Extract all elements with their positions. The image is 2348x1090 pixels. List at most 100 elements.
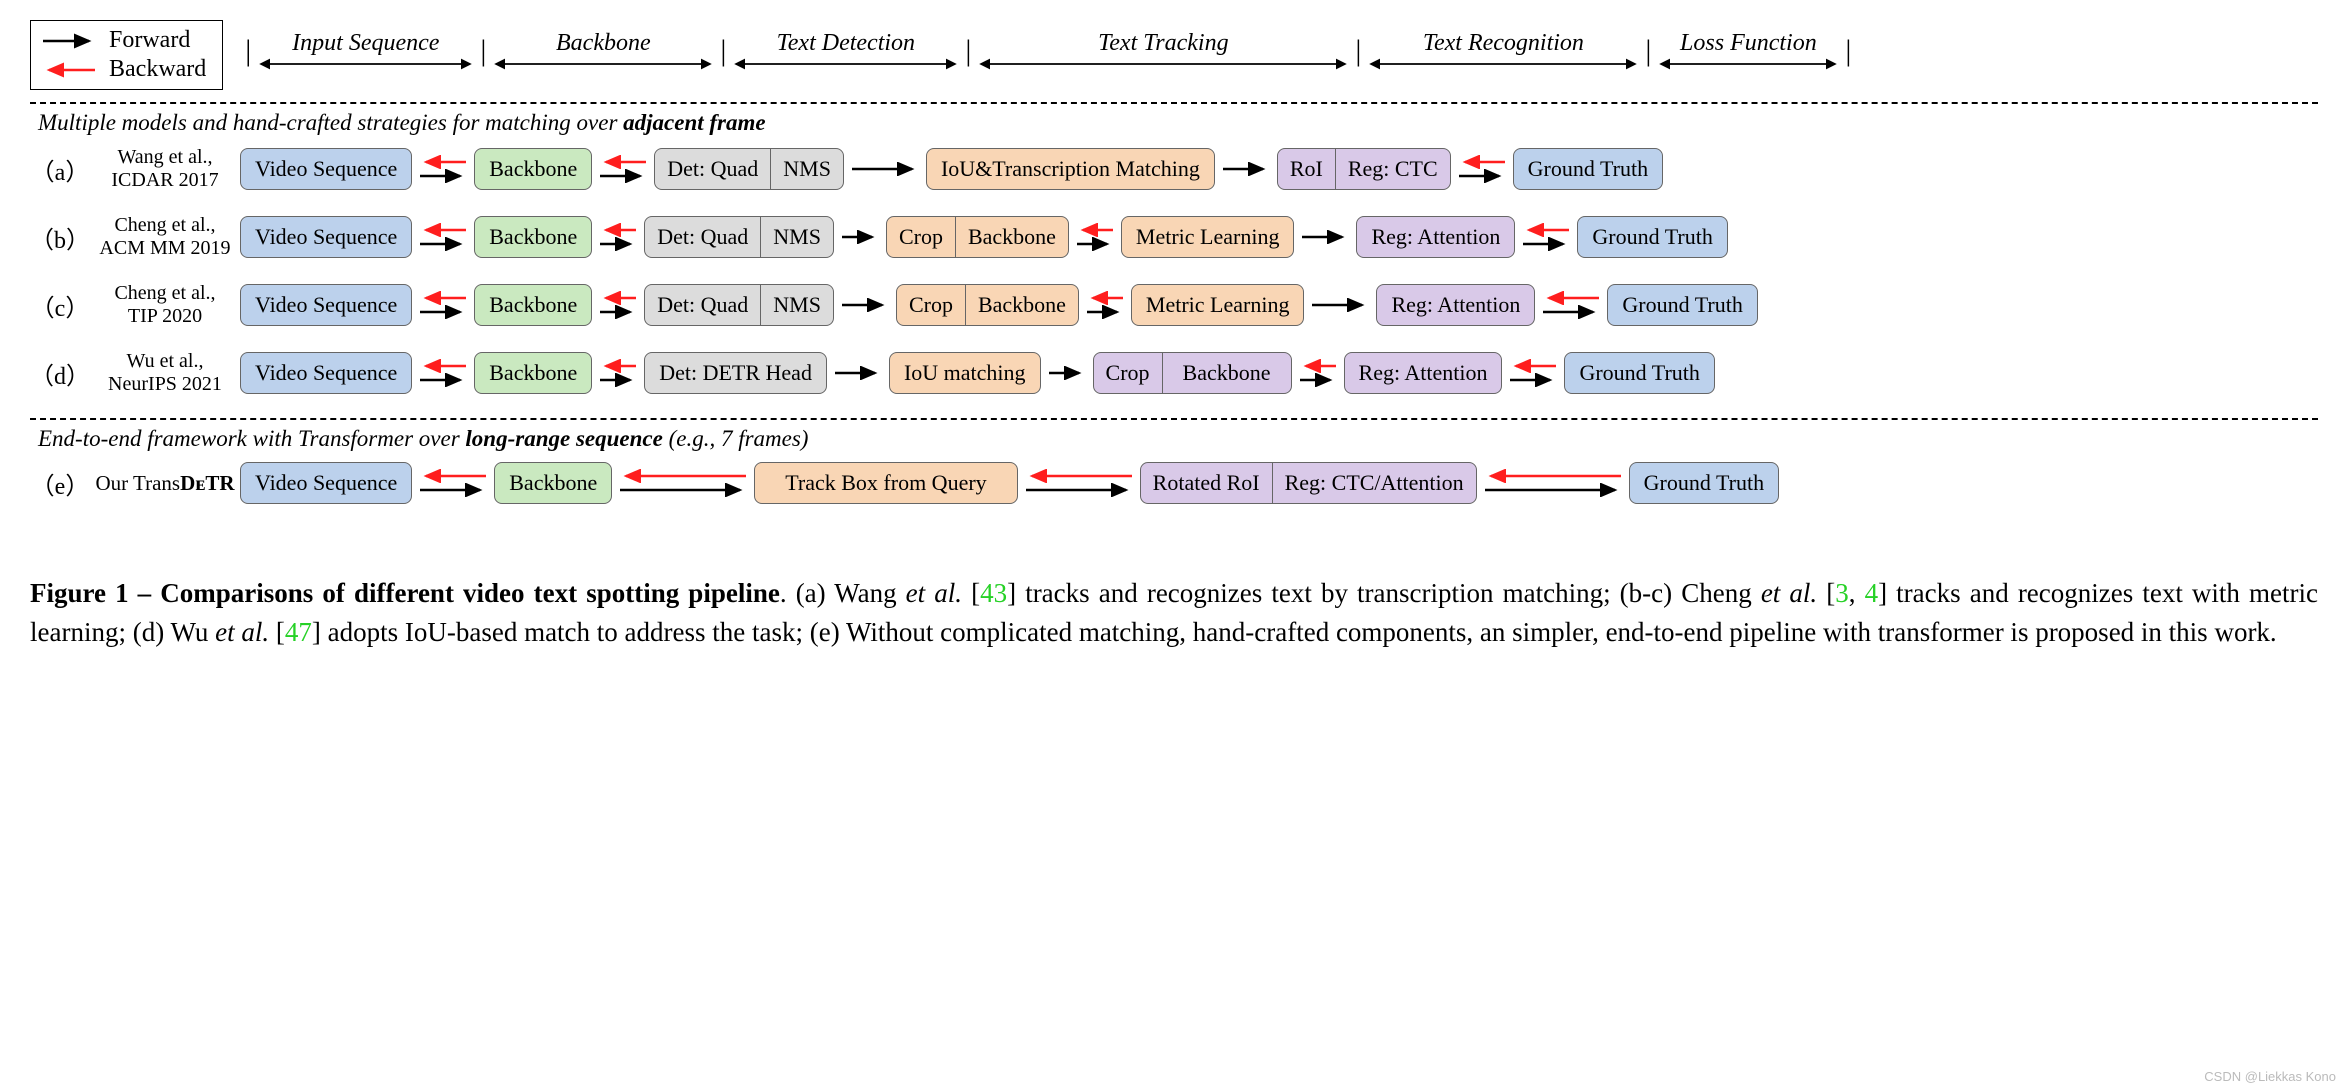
- box-det-detr: Det: DETR Head: [644, 352, 827, 394]
- pipeline-row-e: （e） Our TransDᴇTR Video Sequence Backbon…: [30, 462, 2318, 504]
- row-id-e: （e）: [30, 466, 90, 501]
- box-det-quad-nms: Det: Quad NMS: [644, 284, 834, 326]
- arrows: [412, 291, 474, 319]
- section2-pre: End-to-end framework with Transformer ov…: [38, 426, 465, 451]
- row-id-d: （d）: [30, 356, 90, 391]
- arrows: [1041, 366, 1093, 380]
- seg-bb3: Backbone: [1163, 353, 1291, 393]
- cap-b3: ] tracks and recognizes text by transcri…: [1007, 578, 1761, 608]
- arrows: [834, 230, 886, 244]
- box-gt: Ground Truth: [1607, 284, 1757, 326]
- arrows: [1079, 291, 1131, 319]
- box-det-quad-nms: Det: Quad NMS: [654, 148, 844, 190]
- arrows: [592, 155, 654, 183]
- cap-b8: ] adopts IoU-based match to address the …: [312, 617, 2277, 647]
- arrows: [412, 359, 474, 387]
- ref-43: 43: [980, 578, 1007, 608]
- arrows: [1018, 469, 1140, 497]
- box-video: Video Sequence: [240, 462, 412, 504]
- section1-bold: adjacent frame: [623, 110, 765, 135]
- arrows: [1069, 223, 1121, 251]
- box-backbone: Backbone: [474, 216, 592, 258]
- box-det-quad-nms: Det: Quad NMS: [644, 216, 834, 258]
- box-video: Video Sequence: [240, 352, 412, 394]
- cap-et3: et al.: [215, 617, 269, 647]
- seg-ctcattn: Reg: CTC/Attention: [1273, 463, 1476, 503]
- row-ref-e1: Our Trans: [95, 471, 180, 495]
- cap-b4: [: [1817, 578, 1835, 608]
- box-crop-backbone2: Crop Backbone: [1093, 352, 1292, 394]
- row-id-a: （a）: [30, 152, 90, 187]
- cap-b2: [: [962, 578, 980, 608]
- row-ref-c2: TIP 2020: [128, 305, 202, 327]
- divider-1: [30, 102, 2318, 104]
- row-ref-b1: Cheng et al.,: [114, 214, 215, 236]
- seg-nms: NMS: [761, 285, 833, 325]
- box-reg-attn: Reg: Attention: [1356, 216, 1515, 258]
- caption-lead: Figure 1 – Comparisons of different vide…: [30, 578, 780, 608]
- row-ref-e: Our TransDᴇTR: [90, 471, 240, 495]
- row-ref-d: Wu et al., NeurIPS 2021: [90, 350, 240, 396]
- box-metric: Metric Learning: [1121, 216, 1295, 258]
- arrows: [1294, 230, 1356, 244]
- arrows: [834, 298, 896, 312]
- seg-roi: RoI: [1278, 149, 1336, 189]
- row-ref-a2: ICDAR 2017: [111, 169, 218, 191]
- box-video: Video Sequence: [240, 148, 412, 190]
- box-track-query: Track Box from Query: [754, 462, 1017, 504]
- row-ref-a: Wang et al., ICDAR 2017: [90, 146, 240, 192]
- arrow-forward-icon: [41, 33, 97, 49]
- box-metric: Metric Learning: [1131, 284, 1305, 326]
- row-ref-d2: NeurIPS 2021: [108, 373, 222, 395]
- figure-caption: Figure 1 – Comparisons of different vide…: [30, 574, 2318, 652]
- box-iou-match: IoU matching: [889, 352, 1041, 394]
- ref-3: 3: [1835, 578, 1849, 608]
- arrows: [1215, 162, 1277, 176]
- section1-title: Multiple models and hand-crafted strateg…: [38, 110, 2318, 136]
- row-id-c: （c）: [30, 288, 90, 323]
- cap-b5: ,: [1849, 578, 1865, 608]
- arrows: [1515, 223, 1577, 251]
- section1-pre: Multiple models and hand-crafted strateg…: [38, 110, 623, 135]
- seg-crop: Crop: [887, 217, 956, 257]
- legend-forward-label: Forward: [109, 27, 190, 54]
- seg-crop: Crop: [897, 285, 966, 325]
- seg-bb2: Backbone: [956, 217, 1068, 257]
- box-gt: Ground Truth: [1513, 148, 1663, 190]
- pipeline-row-c: （c） Cheng et al., TIP 2020 Video Sequenc…: [30, 282, 2318, 328]
- section2-title: End-to-end framework with Transformer ov…: [38, 426, 2318, 452]
- seg-bb2: Backbone: [966, 285, 1078, 325]
- arrows: [1304, 298, 1376, 312]
- box-video: Video Sequence: [240, 216, 412, 258]
- arrows: [412, 223, 474, 251]
- pipeline-row-d: （d） Wu et al., NeurIPS 2021 Video Sequen…: [30, 350, 2318, 396]
- box-rotroi-reg: Rotated RoI Reg: CTC/Attention: [1140, 462, 1477, 504]
- box-iou-trans: IoU&Transcription Matching: [926, 148, 1215, 190]
- cap-b7: [: [269, 617, 285, 647]
- row-id-b: （b）: [30, 220, 90, 255]
- ref-4: 4: [1865, 578, 1879, 608]
- legend-forward: Forward: [41, 27, 206, 54]
- box-roi-ctc: RoI Reg: CTC: [1277, 148, 1451, 190]
- box-crop-backbone: Crop Backbone: [896, 284, 1079, 326]
- arrows: [1477, 469, 1629, 497]
- row-ref-b2: ACM MM 2019: [99, 237, 230, 259]
- legend-backward: Backward: [41, 56, 206, 83]
- box-reg-attn: Reg: Attention: [1376, 284, 1535, 326]
- box-reg-attn: Reg: Attention: [1344, 352, 1503, 394]
- arrows: [1535, 291, 1607, 319]
- row-ref-c1: Cheng et al.,: [114, 282, 215, 304]
- arrows: [1292, 359, 1344, 387]
- row-ref-a1: Wang et al.,: [117, 146, 212, 168]
- arrows: [592, 291, 644, 319]
- box-gt: Ground Truth: [1564, 352, 1714, 394]
- seg-nms: NMS: [771, 149, 843, 189]
- box-video: Video Sequence: [240, 284, 412, 326]
- pipeline-row-a: （a） Wang et al., ICDAR 2017 Video Sequen…: [30, 146, 2318, 192]
- seg-ctc: Reg: CTC: [1336, 149, 1450, 189]
- seg-nms: NMS: [761, 217, 833, 257]
- legend-backward-label: Backward: [109, 56, 206, 83]
- arrows: [844, 162, 926, 176]
- pipeline-row-b: （b） Cheng et al., ACM MM 2019 Video Sequ…: [30, 214, 2318, 260]
- header-row: Forward Backward |Input Sequence|Backbon…: [30, 20, 2318, 90]
